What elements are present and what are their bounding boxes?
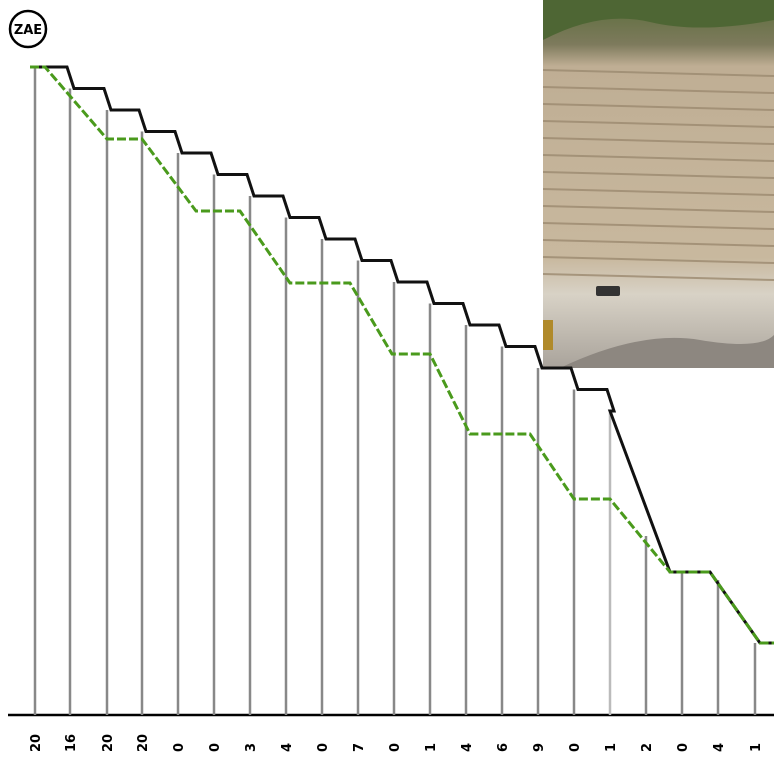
station-label: 6: [496, 743, 511, 752]
station-label: 0: [316, 743, 331, 752]
station-label: 4: [280, 743, 295, 752]
station-label: 0: [208, 743, 223, 752]
station-label: 3: [244, 743, 259, 752]
station-label: 1: [749, 743, 764, 752]
station-label: 4: [712, 743, 727, 752]
page: {"badge": "ZAE", "labels": ["20", "16", …: [0, 0, 774, 760]
badge-label: ZAE: [14, 23, 42, 38]
station-label: 4: [460, 743, 475, 752]
station-label: 1: [604, 743, 619, 752]
quarry-photo: [543, 0, 774, 368]
station-label: 20: [136, 734, 151, 752]
profile-diagram: ZAE 2016202000340701469012041: [0, 0, 774, 760]
station-label: 16: [64, 734, 79, 752]
station-label: 20: [29, 734, 44, 752]
station-label: 0: [676, 743, 691, 752]
station-label: 20: [101, 734, 116, 752]
station-label: 0: [568, 743, 583, 752]
station-label: 0: [388, 743, 403, 752]
station-label: 1: [424, 743, 439, 752]
station-label: 2: [640, 743, 655, 752]
station-label: 7: [352, 743, 367, 752]
badge: ZAE: [10, 11, 46, 47]
station-label: 0: [172, 743, 187, 752]
station-label: 9: [532, 743, 547, 752]
